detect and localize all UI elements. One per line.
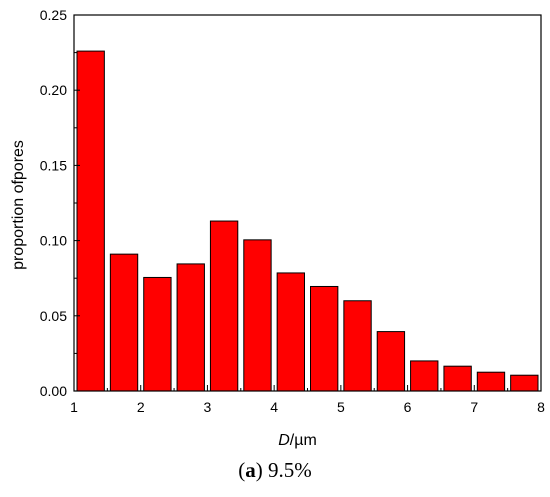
y-tick-label: 0.15: [40, 157, 67, 173]
y-tick-label: 0.20: [40, 82, 67, 98]
x-tick-label: 3: [204, 399, 212, 415]
bar: [410, 360, 439, 392]
y-tick-label: 0.10: [40, 233, 67, 249]
plot-frame: [73, 14, 542, 392]
x-axis-title-symbol: D: [278, 432, 290, 449]
x-tick-label: 8: [537, 399, 545, 415]
bar: [209, 220, 239, 392]
bar: [143, 276, 172, 392]
bar: [276, 272, 305, 392]
x-axis-title: D/µm: [278, 432, 317, 449]
bar: [510, 374, 539, 392]
x-tick-label: 5: [337, 399, 345, 415]
y-tick-label: 0.00: [40, 383, 67, 399]
figure-caption: (a) 9.5%: [238, 458, 312, 482]
y-axis-title: proportion ofpores: [10, 140, 27, 270]
caption-text: 9.5%: [268, 458, 312, 482]
axis-tick-labels: 1 2 3 4 5 6 7 8 0.00 0.05 0.10 0.15 0.20 0.25: [40, 7, 545, 415]
bar-series: [76, 50, 539, 392]
y-tick-label: 0.05: [40, 308, 67, 324]
bar-chart: 1 2 3 4 5 6 7 8 0.00 0.05 0.10 0.15 0.20 0.25 D/µm pr…: [10, 7, 545, 449]
bar: [476, 371, 506, 392]
bar: [243, 239, 272, 392]
x-tick-label: 2: [137, 399, 145, 415]
x-axis-title-unit: /µm: [290, 432, 317, 449]
bar: [376, 331, 406, 392]
bar: [310, 285, 339, 392]
x-tick-label: 6: [404, 399, 412, 415]
bar: [109, 253, 139, 392]
x-tick-label: 1: [70, 399, 78, 415]
bar: [76, 50, 105, 392]
bar: [343, 300, 372, 392]
bar: [443, 365, 472, 392]
bar: [176, 263, 205, 392]
x-tick-label: 7: [470, 399, 478, 415]
caption-label: a: [245, 458, 256, 482]
x-tick-label: 4: [270, 399, 278, 415]
y-tick-label: 0.25: [40, 7, 67, 23]
